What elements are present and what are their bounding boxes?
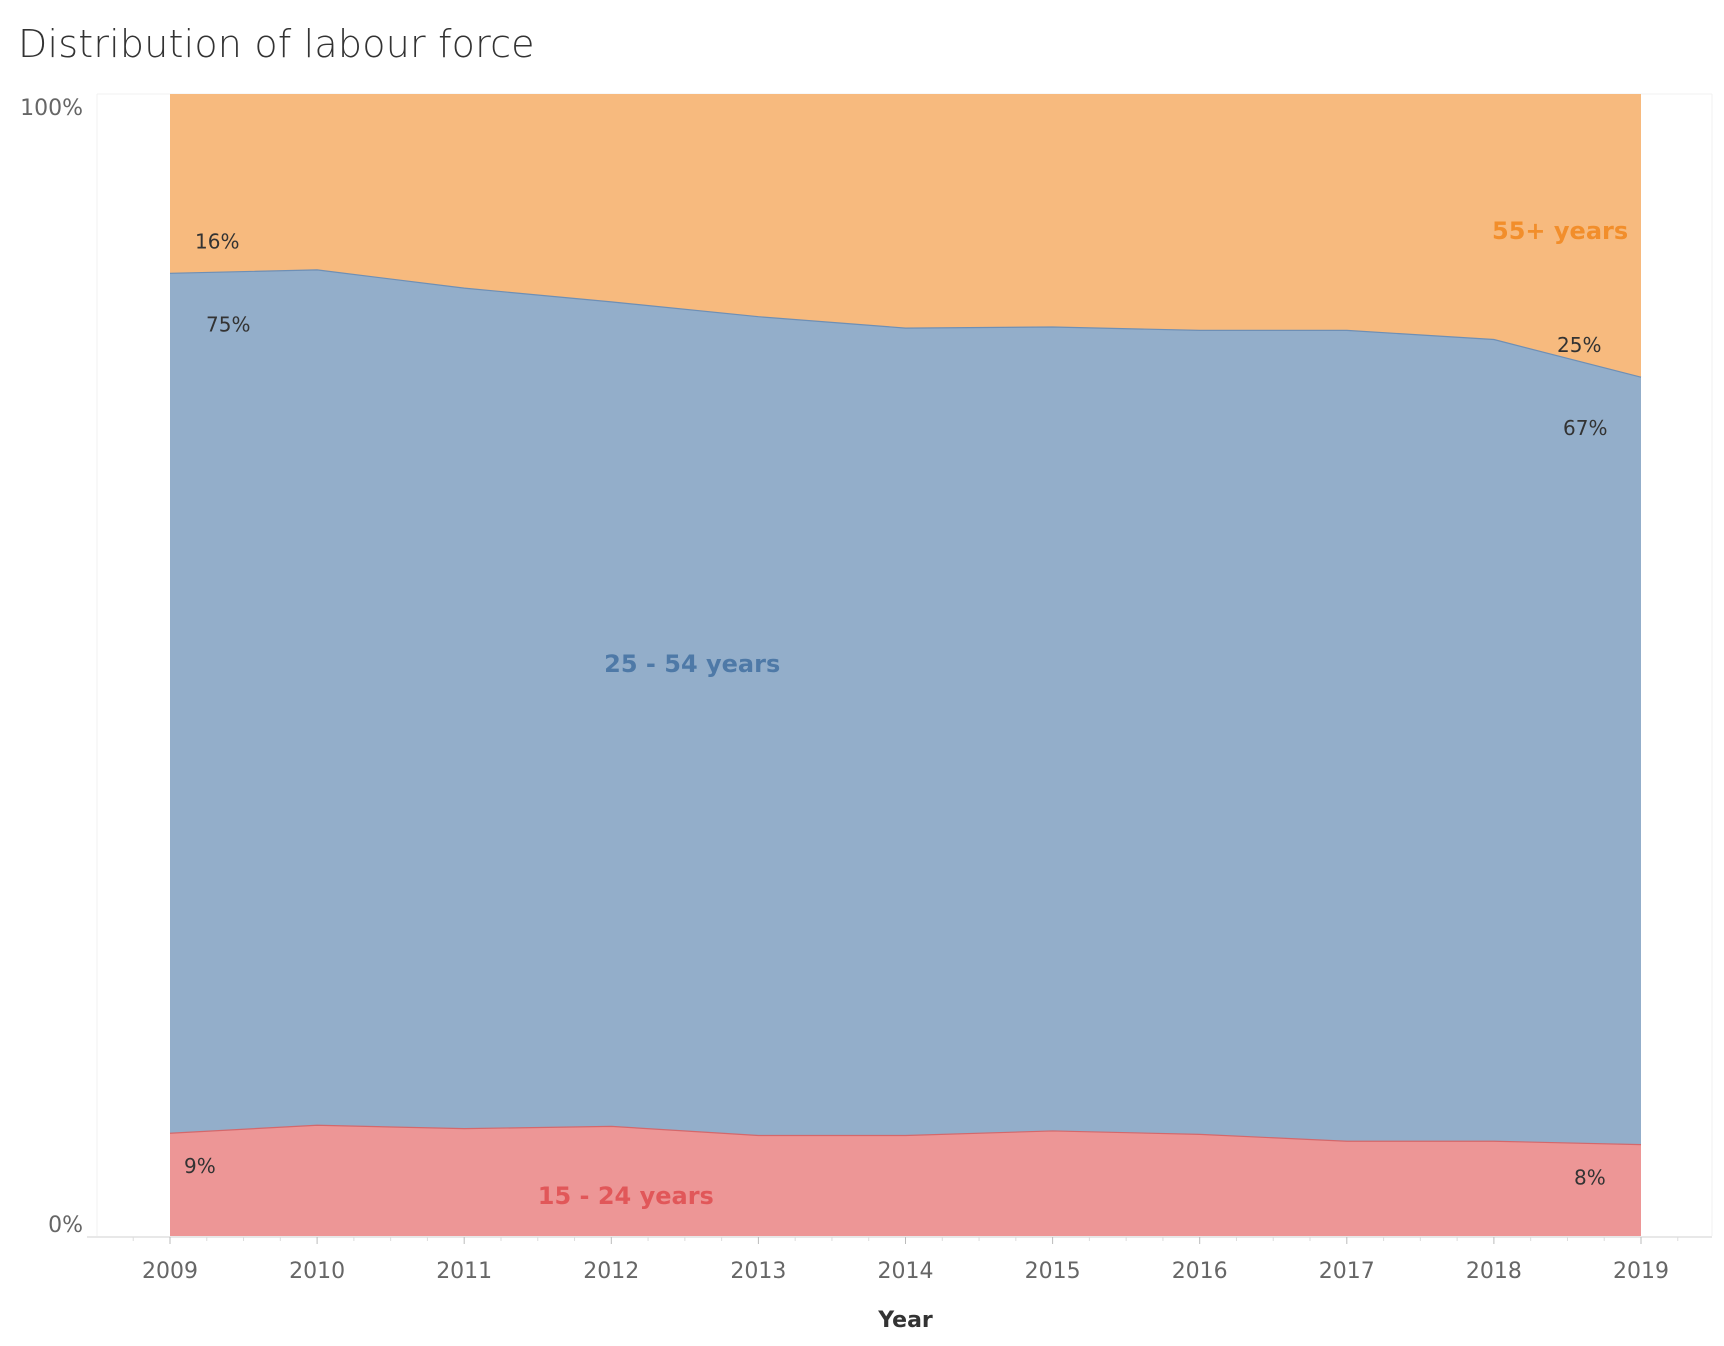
x-tick-label: 2011	[436, 1259, 492, 1284]
x-tick-label: 2015	[1025, 1259, 1081, 1284]
data-label: 16%	[195, 229, 239, 253]
x-tick-label: 2018	[1466, 1259, 1522, 1284]
x-tick-label: 2012	[583, 1259, 639, 1284]
area-series-3	[170, 94, 1641, 378]
series-label-2: 25 - 54 years	[604, 650, 780, 678]
data-label: 25%	[1557, 333, 1601, 357]
data-label: 67%	[1563, 416, 1607, 440]
x-tick-label: 2013	[730, 1259, 786, 1284]
y-tick-label: 100%	[20, 96, 83, 121]
x-axis-title: Year	[877, 1308, 933, 1333]
data-label: 9%	[184, 1154, 216, 1178]
series-label-1: 15 - 24 years	[538, 1182, 714, 1210]
x-tick-label: 2009	[142, 1259, 198, 1284]
area-series-2	[170, 269, 1641, 1145]
x-tick-label: 2014	[878, 1259, 934, 1284]
y-tick-label: 0%	[48, 1213, 83, 1238]
x-tick-label: 2016	[1172, 1259, 1228, 1284]
series-line-1	[169, 1124, 1642, 1146]
data-label: 8%	[1574, 1166, 1606, 1190]
series-line-2	[169, 269, 1642, 378]
data-label: 75%	[206, 312, 250, 336]
series-label-3: 55+ years	[1492, 217, 1628, 245]
x-tick-label: 2019	[1613, 1259, 1669, 1284]
chart-title: Distribution of labour force	[18, 22, 535, 66]
area-series-1	[170, 1125, 1641, 1236]
x-tick-label: 2010	[289, 1259, 345, 1284]
x-tick-label: 2017	[1319, 1259, 1375, 1284]
